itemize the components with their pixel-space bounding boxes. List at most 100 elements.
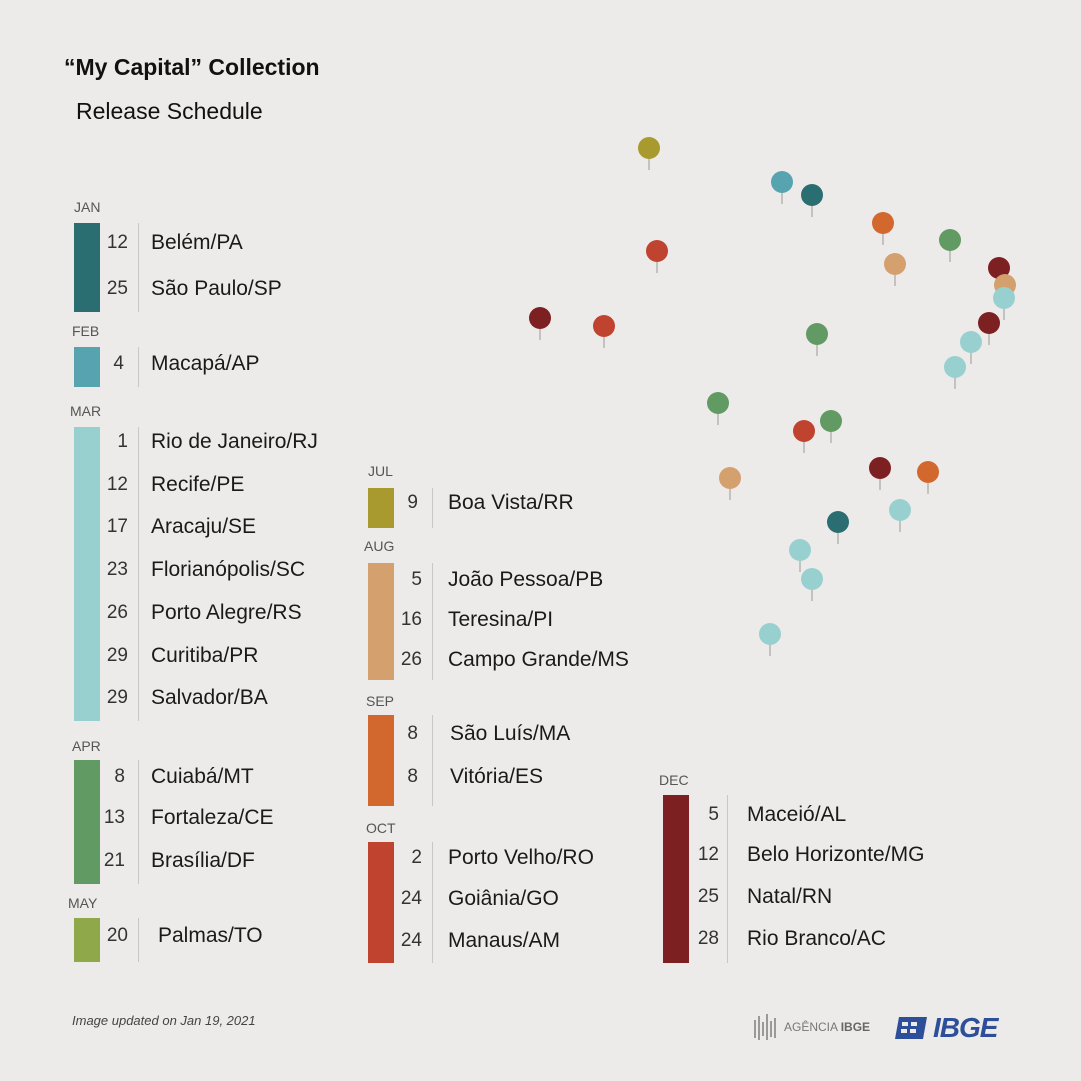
month-divider-mar — [138, 427, 139, 721]
release-day: 23 — [106, 559, 128, 580]
map-pin-aug — [884, 253, 906, 286]
release-city: Recife/PE — [151, 473, 245, 496]
month-bar-feb — [74, 347, 100, 387]
map-pin-apr — [939, 229, 961, 262]
month-bar-mar — [74, 427, 100, 721]
release-day: 24 — [400, 930, 422, 951]
release-day: 9 — [407, 492, 418, 513]
month-bar-aug — [368, 563, 394, 680]
map-pin-oct — [593, 315, 615, 348]
release-city: Cuiabá/MT — [151, 765, 254, 788]
release-city: Florianópolis/SC — [151, 558, 306, 581]
map-pin-sep — [917, 461, 939, 494]
map-pin-sep — [872, 212, 894, 245]
agencia-bold: IBGE — [840, 1020, 871, 1034]
release-city: Porto Alegre/RS — [151, 601, 302, 624]
map-pin-feb — [771, 171, 793, 204]
release-city: Fortaleza/CE — [151, 806, 274, 829]
agencia-ibge-logo: AGÊNCIA IBGE — [752, 1012, 870, 1042]
month-label-jan: JAN — [74, 199, 101, 215]
map-pin-mar — [960, 331, 982, 364]
month-label-dec: DEC — [659, 772, 689, 788]
release-day: 8 — [407, 766, 418, 787]
map-pin-dec — [978, 312, 1000, 345]
release-day: 24 — [400, 888, 422, 909]
release-city: Campo Grande/MS — [448, 648, 629, 671]
map-pin-dec — [869, 457, 891, 490]
month-bar-jul — [368, 488, 394, 528]
release-day: 2 — [411, 847, 422, 868]
release-city: Curitiba/PR — [151, 644, 259, 667]
month-label-mar: MAR — [70, 403, 102, 419]
agencia-prefix: AGÊNCIA — [784, 1020, 838, 1034]
month-divider-jul — [432, 488, 433, 528]
month-divider-may — [138, 918, 139, 962]
map-pin-mar — [759, 623, 781, 656]
ibge-mark-icon — [895, 1017, 927, 1039]
update-note: Image updated on Jan 19, 2021 — [72, 1013, 256, 1028]
release-city: Salvador/BA — [151, 686, 268, 709]
release-day: 8 — [114, 766, 125, 787]
release-day: 21 — [103, 850, 125, 871]
release-city: Rio de Janeiro/RJ — [151, 430, 318, 453]
release-city: Rio Branco/AC — [747, 927, 886, 950]
map-pin-apr — [806, 323, 828, 356]
release-day: 5 — [708, 804, 719, 825]
month-label-aug: AUG — [364, 538, 395, 554]
map-pin-jan — [801, 184, 823, 217]
release-day: 29 — [106, 687, 128, 708]
release-city: São Luís/MA — [450, 722, 571, 745]
month-label-sep: SEP — [366, 693, 395, 709]
map-pin-jan — [827, 511, 849, 544]
month-label-oct: OCT — [366, 820, 396, 836]
release-day: 26 — [400, 649, 422, 670]
map-pin-jul — [638, 137, 660, 170]
month-bar-sep — [368, 715, 394, 806]
map-pin-apr — [820, 410, 842, 443]
release-day: 12 — [106, 474, 128, 495]
month-divider-oct — [432, 842, 433, 963]
release-city: Aracaju/SE — [151, 515, 257, 538]
month-bar-may — [74, 918, 100, 962]
page-subtitle: Release Schedule — [76, 98, 263, 124]
month-bar-apr — [74, 760, 100, 884]
release-day: 26 — [106, 602, 128, 623]
release-city: Teresina/PI — [448, 608, 554, 631]
release-day: 16 — [400, 609, 422, 630]
ibge-logo: IBGE — [893, 1012, 998, 1044]
release-city: Natal/RN — [747, 885, 833, 908]
map-pin-oct — [793, 420, 815, 453]
release-day: 25 — [106, 278, 128, 299]
release-city: Maceió/AL — [747, 803, 847, 826]
release-day: 1 — [117, 431, 128, 452]
agencia-bars-icon — [754, 1014, 776, 1040]
month-divider-aug — [432, 563, 433, 680]
month-divider-feb — [138, 347, 139, 387]
release-day: 29 — [106, 645, 128, 666]
map-pin-mar — [993, 287, 1015, 320]
release-city: Porto Velho/RO — [448, 846, 594, 869]
release-city: Manaus/AM — [448, 929, 561, 952]
month-bar-oct — [368, 842, 394, 963]
map-pin-dec — [529, 307, 551, 340]
release-city: Macapá/AP — [151, 352, 260, 375]
release-day: 17 — [106, 516, 128, 537]
map-pin-aug — [719, 467, 741, 500]
map-pin-mar — [889, 499, 911, 532]
release-city: Boa Vista/RR — [448, 491, 574, 514]
month-label-jul: JUL — [368, 463, 393, 479]
release-city: Belém/PA — [151, 231, 243, 254]
release-city: Palmas/TO — [158, 924, 263, 947]
month-label-feb: FEB — [72, 323, 100, 339]
release-day: 4 — [113, 353, 124, 374]
release-city: Goiânia/GO — [448, 887, 559, 910]
release-day: 28 — [697, 928, 719, 949]
month-divider-sep — [432, 715, 433, 806]
release-day: 8 — [407, 723, 418, 744]
page-title: “My Capital” Collection — [64, 54, 320, 80]
map-pin-mar — [801, 568, 823, 601]
release-day: 12 — [697, 844, 719, 865]
release-city: Brasília/DF — [151, 849, 255, 872]
month-label-apr: APR — [72, 738, 101, 754]
